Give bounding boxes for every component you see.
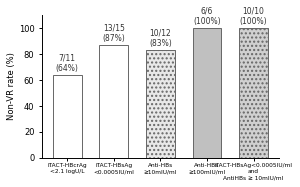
Bar [53, 75, 82, 158]
Bar [146, 50, 175, 158]
Text: 10/10
(100%): 10/10 (100%) [240, 7, 267, 26]
Bar [239, 28, 268, 158]
Y-axis label: Non-VR rate (%): Non-VR rate (%) [7, 53, 16, 120]
Text: 7/11
(64%): 7/11 (64%) [56, 53, 79, 73]
Text: 6/6
(100%): 6/6 (100%) [193, 7, 221, 26]
Text: 13/15
(87%): 13/15 (87%) [103, 24, 125, 43]
Bar [99, 45, 128, 158]
Text: 10/12
(83%): 10/12 (83%) [149, 29, 172, 48]
Bar [193, 28, 221, 158]
